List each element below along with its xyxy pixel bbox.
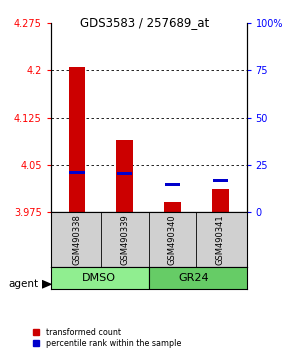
Bar: [165, 183, 180, 186]
Polygon shape: [42, 280, 51, 288]
Bar: [70, 171, 84, 174]
Text: GSM490338: GSM490338: [72, 215, 81, 265]
Bar: [212, 189, 229, 212]
Text: GDS3583 / 257689_at: GDS3583 / 257689_at: [80, 16, 210, 29]
Text: GSM490341: GSM490341: [216, 215, 225, 265]
Text: GSM490340: GSM490340: [168, 215, 177, 265]
Text: GR24: GR24: [179, 273, 209, 283]
Legend: transformed count, percentile rank within the sample: transformed count, percentile rank withi…: [33, 328, 181, 348]
Bar: [51, 267, 148, 289]
Text: DMSO: DMSO: [81, 273, 115, 283]
Bar: [117, 172, 132, 176]
Text: GSM490339: GSM490339: [120, 215, 129, 265]
Bar: [149, 267, 246, 289]
Bar: [213, 179, 228, 182]
Bar: [116, 140, 133, 212]
Bar: [164, 202, 181, 212]
Text: agent: agent: [9, 279, 39, 289]
Bar: [69, 67, 85, 212]
